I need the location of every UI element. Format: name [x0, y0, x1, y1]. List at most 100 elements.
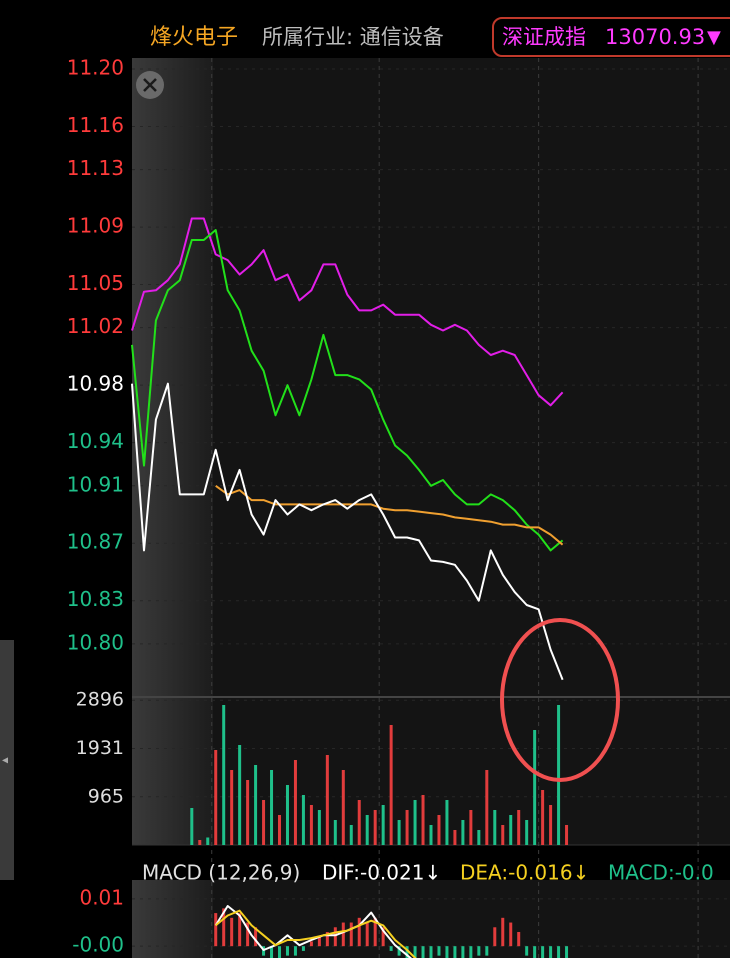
macd-bar: [333, 927, 337, 947]
index-name: 深证成指: [502, 25, 586, 49]
y-tick-label: 11.13: [67, 156, 124, 180]
macd-bar: [381, 927, 385, 947]
y-tick-label: 10.98: [67, 372, 124, 396]
macd-bar: [501, 917, 505, 947]
volume-bar: [230, 770, 234, 845]
macd-bar: [285, 946, 289, 956]
volume-bar: [357, 800, 361, 845]
volume-bar: [325, 755, 329, 845]
y-tick-label: -0.00: [72, 933, 124, 957]
macd-bar: [373, 917, 377, 947]
volume-bar: [501, 825, 505, 845]
dif-label: DIF:-0.021↓: [322, 861, 441, 885]
volume-bar: [190, 808, 194, 845]
macd-bar: [413, 946, 417, 958]
volume-bar: [254, 765, 258, 845]
y-tick-label: 0.01: [79, 885, 124, 909]
volume-bar: [222, 705, 226, 845]
volume-bar: [270, 770, 274, 845]
macd-bar: [254, 927, 258, 947]
macd-bar: [469, 946, 473, 958]
macd-bar: [493, 927, 497, 947]
volume-bar: [541, 790, 545, 845]
macd-bar: [429, 946, 433, 958]
macd-bar: [230, 917, 234, 947]
volume-bar: [469, 810, 473, 845]
volume-bar: [365, 815, 369, 845]
volume-bar: [477, 830, 481, 845]
macd-bar: [557, 946, 561, 958]
y-tick-label: 10.91: [67, 472, 124, 496]
volume-bar: [397, 820, 401, 845]
macd-bar: [325, 932, 329, 947]
volume-bar: [317, 810, 321, 845]
macd-bar: [278, 946, 282, 958]
y-tick-label: 11.09: [67, 214, 124, 238]
volume-bar: [413, 800, 417, 845]
macd-bar: [301, 946, 305, 951]
volume-bar: [206, 837, 210, 845]
volume-bar: [429, 825, 433, 845]
y-tick-label: 10.87: [67, 530, 124, 554]
macd-bar: [541, 946, 545, 958]
dea-label: DEA:-0.016↓: [460, 861, 589, 885]
macd-bar: [246, 922, 250, 947]
y-tick-label: 2896: [76, 689, 124, 711]
macd-bar: [309, 941, 313, 947]
y-tick-label: 11.16: [67, 113, 124, 137]
volume-bar: [421, 795, 425, 845]
macd-bar: [270, 946, 274, 958]
stock-name: 烽火电子: [150, 25, 238, 50]
plot-area: [132, 58, 730, 845]
volume-bar: [405, 810, 409, 845]
macd-bar: [517, 932, 521, 947]
volume-bar: [549, 805, 553, 845]
y-tick-label: 10.80: [67, 630, 124, 654]
volume-bar: [301, 795, 305, 845]
down-arrow: ▼: [707, 27, 721, 48]
y-tick-label: 11.20: [67, 56, 124, 80]
volume-bar: [262, 800, 266, 845]
volume-bar: [525, 820, 529, 845]
y-tick-label: 1931: [76, 737, 124, 759]
macd-bar: [525, 946, 529, 956]
side-arrow: ◂: [2, 753, 8, 767]
volume-bar: [341, 770, 345, 845]
close-icon: [143, 78, 157, 92]
line: [131, 229, 564, 552]
index-box[interactable]: [492, 17, 730, 57]
volume-bar: [198, 840, 202, 845]
macd-bar: [549, 946, 553, 958]
macd-bar: [485, 946, 489, 956]
macd-bar: [222, 908, 226, 947]
volume-bar: [349, 825, 353, 845]
macd-bar: [389, 946, 393, 951]
volume-bar: [485, 770, 489, 845]
volume-bar: [246, 780, 250, 845]
volume-bar: [373, 810, 377, 845]
volume-bar: [445, 800, 449, 845]
volume-bar: [333, 820, 337, 845]
line: [131, 382, 564, 681]
line: [215, 909, 417, 958]
macd-bar: [437, 946, 441, 956]
y-tick-label: 11.05: [67, 271, 124, 295]
volume-bar: [509, 815, 513, 845]
macd-bar: [317, 936, 321, 947]
side-handle[interactable]: [0, 640, 14, 880]
volume-bar: [557, 705, 561, 845]
macd-bar: [238, 913, 242, 947]
volume-bar: [461, 820, 465, 845]
macd-bar: [477, 946, 481, 956]
volume-bar: [238, 745, 242, 845]
volume-bar: [278, 815, 282, 845]
macd-title: MACD (12,26,9): [142, 861, 300, 885]
volume-bar: [381, 805, 385, 845]
macd-bar: [349, 922, 353, 947]
macd-bar: [461, 946, 465, 958]
macd-bar: [214, 913, 218, 947]
volume-bar: [565, 825, 569, 845]
macd-bar: [341, 922, 345, 947]
